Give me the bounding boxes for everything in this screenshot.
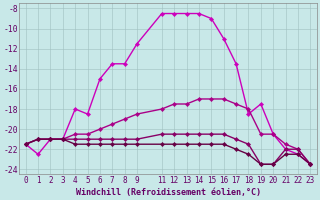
X-axis label: Windchill (Refroidissement éolien,°C): Windchill (Refroidissement éolien,°C) (76, 188, 260, 197)
